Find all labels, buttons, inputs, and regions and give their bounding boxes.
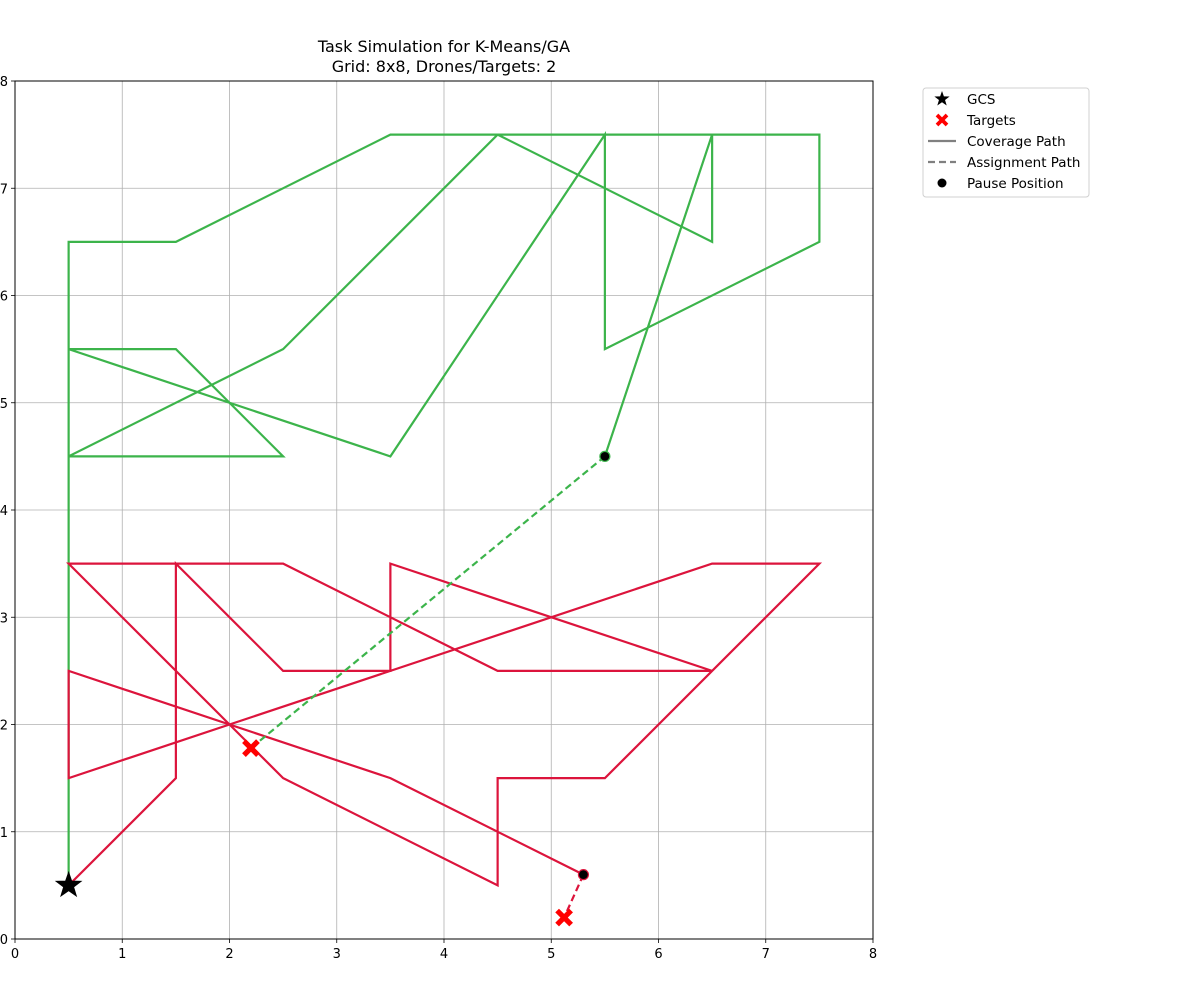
y-tick-label: 7 — [0, 182, 8, 197]
y-tick-label: 5 — [0, 397, 8, 412]
gcs-marker — [54, 870, 83, 898]
coverage-path-line — [67, 130, 821, 886]
coverage-path-line — [65, 560, 823, 888]
x-tick-label: 8 — [869, 947, 877, 962]
legend-label: Assignment Path — [967, 155, 1080, 171]
legend-dot-icon — [937, 178, 947, 188]
legend-label: GCS — [967, 92, 995, 108]
y-tick-label: 3 — [0, 611, 8, 626]
legend-label: Coverage Path — [967, 134, 1066, 150]
legend-entry: Coverage Path — [928, 134, 1066, 150]
legend-label: Pause Position — [967, 176, 1064, 192]
assignment-path-line — [250, 455, 606, 749]
y-tick-label: 4 — [0, 504, 8, 519]
y-tick-label: 1 — [0, 826, 8, 841]
chart-subtitle: Grid: 8x8, Drones/Targets: 2 — [332, 57, 557, 76]
legend-entry: Pause Position — [937, 176, 1064, 192]
legend-box — [922, 87, 1090, 198]
x-tick-label: 7 — [762, 947, 770, 962]
legend-entry: GCS — [934, 91, 995, 108]
target-marker — [555, 908, 573, 927]
target-marker-stroke — [555, 908, 573, 927]
legend-label: Targets — [966, 113, 1016, 129]
x-tick-label: 3 — [333, 947, 341, 962]
axis-ticks: 0 1 2 3 4 5 6 7 8 0 1 2 3 4 5 6 7 8 — [0, 75, 877, 962]
pause-position-marker — [599, 450, 611, 462]
y-tick-label: 8 — [0, 75, 8, 90]
x-tick-label: 2 — [225, 947, 233, 962]
legend-entry: Assignment Path — [928, 155, 1080, 171]
target-marker-stroke — [935, 113, 949, 127]
y-tick-label: 2 — [0, 719, 8, 734]
y-tick-label: 0 — [0, 933, 8, 948]
plot-area — [54, 130, 823, 927]
x-tick-label: 0 — [11, 947, 19, 962]
legend-gcs-icon — [934, 91, 950, 106]
x-tick-label: 1 — [118, 947, 126, 962]
assignment-path-line — [563, 874, 585, 919]
y-tick-label: 6 — [0, 290, 8, 305]
chart-title: Task Simulation for K-Means/GA — [317, 37, 570, 56]
pause-position-marker — [577, 869, 590, 881]
axes-frame — [14, 80, 874, 940]
target-marker-stroke — [242, 739, 260, 757]
legend-target-icon — [935, 113, 949, 127]
target-marker — [242, 739, 260, 757]
x-tick-label: 6 — [654, 947, 662, 962]
legend: GCS Targets Coverage Path Assignment Path Pa… — [922, 87, 1090, 198]
legend-entry: Targets — [935, 113, 1016, 129]
x-tick-label: 5 — [547, 947, 555, 962]
x-tick-label: 4 — [440, 947, 448, 962]
